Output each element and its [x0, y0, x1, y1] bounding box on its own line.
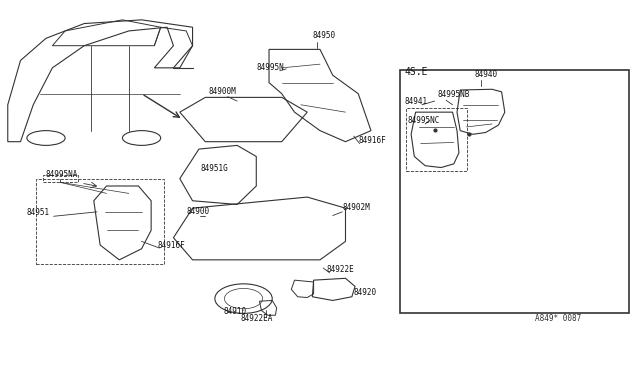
Text: 84922EA: 84922EA	[241, 314, 273, 323]
Text: 84922E: 84922E	[326, 265, 354, 274]
Text: A849* 0087: A849* 0087	[536, 314, 582, 323]
Text: 84941: 84941	[404, 97, 428, 106]
Text: 84900: 84900	[186, 206, 209, 215]
Text: 84995NA: 84995NA	[46, 170, 78, 179]
Text: 84950: 84950	[312, 31, 335, 40]
Text: 84995N: 84995N	[256, 63, 284, 72]
Text: 84900M: 84900M	[209, 87, 236, 96]
Text: 84910: 84910	[223, 307, 246, 316]
Text: 84916F: 84916F	[157, 241, 185, 250]
Text: 84995NB: 84995NB	[438, 90, 470, 99]
Text: 84940: 84940	[474, 70, 497, 79]
Bar	[43, 175, 78, 182]
Text: 84951: 84951	[27, 208, 50, 217]
Text: 84920: 84920	[353, 288, 376, 297]
Text: 84916F: 84916F	[358, 136, 386, 145]
Text: 84951G: 84951G	[201, 164, 228, 173]
Bar	[406, 109, 467, 171]
Bar	[36, 179, 164, 263]
Text: 84902M: 84902M	[342, 203, 370, 212]
Text: 4S.E: 4S.E	[404, 67, 428, 77]
Bar	[399, 70, 629, 313]
Text: 84995NC: 84995NC	[408, 116, 440, 125]
